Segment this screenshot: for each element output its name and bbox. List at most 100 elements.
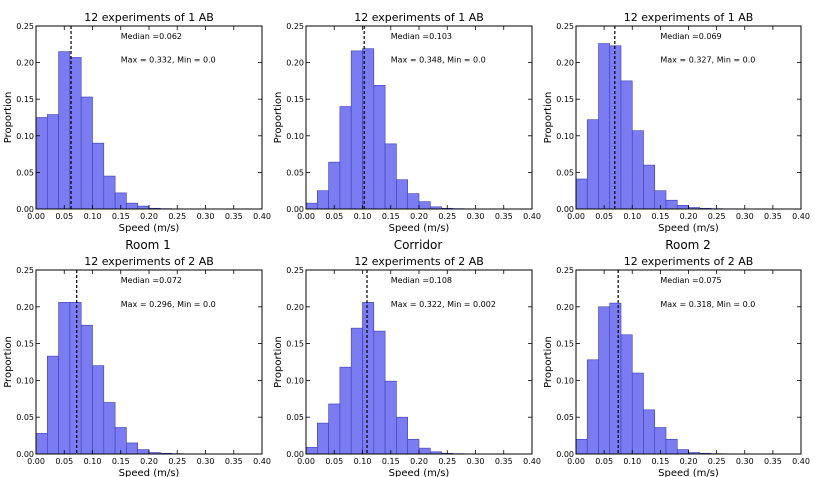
y-tick-label: 0.20	[286, 303, 304, 312]
x-tick-label: 0.10	[623, 212, 641, 221]
y-tick-label: 0.05	[16, 168, 34, 177]
histogram-bar	[586, 359, 599, 455]
y-axis-label: Proportion	[3, 336, 14, 388]
x-axis-label: Speed (m/s)	[389, 223, 450, 234]
x-tick-label: 0.15	[112, 212, 130, 221]
histogram-bar	[69, 302, 82, 455]
y-tick-label: 0.20	[286, 59, 304, 68]
histogram-bar	[384, 380, 397, 455]
histogram-bar	[598, 43, 611, 210]
histogram-bar	[575, 438, 588, 455]
x-tick-label: 0.35	[225, 457, 243, 466]
histogram-bar	[126, 442, 139, 455]
annotation-median: Median =0.069	[660, 32, 721, 41]
annotation-median: Median =0.075	[660, 276, 721, 285]
x-tick-label: 0.00	[567, 212, 585, 221]
y-axis-label: Proportion	[543, 336, 554, 388]
y-tick-label: 0.05	[556, 413, 574, 422]
x-tick-label: 0.20	[680, 212, 698, 221]
x-tick-label: 0.10	[84, 212, 102, 221]
histogram-bar	[631, 372, 644, 455]
y-tick-label: 0.00	[16, 205, 34, 214]
annotation-median: Median =0.062	[121, 32, 182, 41]
x-tick-label: 0.35	[764, 212, 782, 221]
y-tick-label: 0.20	[556, 303, 574, 312]
y-tick-label: 0.05	[556, 168, 574, 177]
histogram-bar	[339, 106, 352, 210]
histogram-bar	[103, 402, 116, 455]
histogram-bar	[676, 449, 689, 455]
histogram-bar	[80, 96, 93, 210]
histogram-bar	[396, 179, 408, 210]
y-tick-label: 0.10	[556, 376, 574, 385]
histogram-bar	[58, 51, 71, 210]
histogram-bar	[407, 193, 420, 210]
y-tick-label: 0.10	[16, 132, 34, 141]
y-tick-label: 0.25	[286, 22, 304, 31]
histogram-bar	[643, 409, 656, 455]
subplot-title: 12 experiments of 1 AB	[624, 11, 754, 24]
y-tick-label: 0.20	[16, 59, 34, 68]
histogram-bar	[350, 327, 363, 455]
annotation-median: Median =0.103	[391, 32, 452, 41]
column-title-corridor: Corridor	[394, 238, 443, 252]
histogram-bar	[58, 302, 71, 455]
y-tick-label: 0.00	[556, 205, 574, 214]
y-tick-label: 0.10	[556, 132, 574, 141]
x-tick-label: 0.30	[197, 212, 215, 221]
histogram-bar	[575, 178, 588, 210]
x-tick-label: 0.00	[27, 212, 45, 221]
x-tick-label: 0.05	[595, 212, 613, 221]
x-tick-label: 0.25	[168, 457, 186, 466]
histogram-bar	[418, 447, 431, 455]
histogram-bar	[665, 199, 678, 210]
annotation-median: Median =0.108	[391, 276, 452, 285]
y-axis-label: Proportion	[543, 92, 554, 144]
annotation-max-min: Max = 0.296, Min = 0.0	[121, 300, 216, 309]
y-tick-label: 0.20	[16, 303, 34, 312]
subplots: 0.00 0.05 0.10 0.15 0.20 0.25 0.30 0.35 0.40 0.00…	[3, 11, 810, 477]
subplot-3: 0.00 0.05 0.10 0.15 0.20 0.25 0.30 0.35 0.40 0.00…	[543, 11, 810, 234]
x-tick-label: 0.15	[382, 457, 400, 466]
x-tick-label: 0.25	[708, 212, 726, 221]
histogram-bar	[316, 190, 329, 210]
subplot-title: 12 experiments of 2 AB	[624, 255, 754, 268]
histogram-bar	[46, 355, 59, 455]
x-axis-label: Speed (m/s)	[119, 223, 180, 234]
histogram-bar	[92, 365, 105, 455]
x-tick-label: 0.25	[438, 457, 456, 466]
x-tick-label: 0.15	[651, 212, 669, 221]
y-tick-label: 0.05	[16, 413, 34, 422]
subplot-6: 0.00 0.05 0.10 0.15 0.20 0.25 0.30 0.35 0.40 0.00…	[543, 255, 810, 477]
y-axis-label: Proportion	[273, 336, 284, 388]
x-axis-label: Speed (m/s)	[119, 468, 180, 477]
histogram-bar	[103, 175, 116, 210]
y-axis-label: Proportion	[273, 92, 284, 144]
x-tick-label: 0.20	[410, 212, 428, 221]
histogram-bar	[328, 161, 341, 210]
x-tick-label: 0.30	[736, 457, 754, 466]
histogram-bar	[598, 306, 611, 455]
histogram-bar	[328, 403, 341, 455]
x-tick-label: 0.10	[354, 457, 372, 466]
histogram-bar	[316, 422, 329, 455]
y-tick-label: 0.15	[286, 95, 304, 104]
x-tick-label: 0.20	[140, 457, 158, 466]
y-tick-label: 0.10	[286, 376, 304, 385]
x-tick-label: 0.10	[84, 457, 102, 466]
y-tick-label: 0.25	[286, 266, 304, 275]
histogram-bar	[350, 50, 363, 210]
subplot-2: 0.00 0.05 0.10 0.15 0.20 0.25 0.30 0.35 0.40 0.00…	[273, 11, 541, 234]
histogram-bar	[137, 449, 150, 455]
x-tick-label: 0.05	[55, 457, 73, 466]
x-tick-label: 0.20	[680, 457, 698, 466]
x-axis-label: Speed (m/s)	[389, 468, 450, 477]
x-tick-label: 0.00	[567, 457, 585, 466]
histogram-bar	[609, 302, 622, 455]
x-tick-label: 0.35	[764, 457, 782, 466]
x-tick-label: 0.05	[325, 457, 343, 466]
annotation-max-min: Max = 0.348, Min = 0.0	[391, 56, 486, 65]
x-tick-label: 0.15	[112, 457, 130, 466]
x-tick-label: 0.35	[495, 212, 513, 221]
